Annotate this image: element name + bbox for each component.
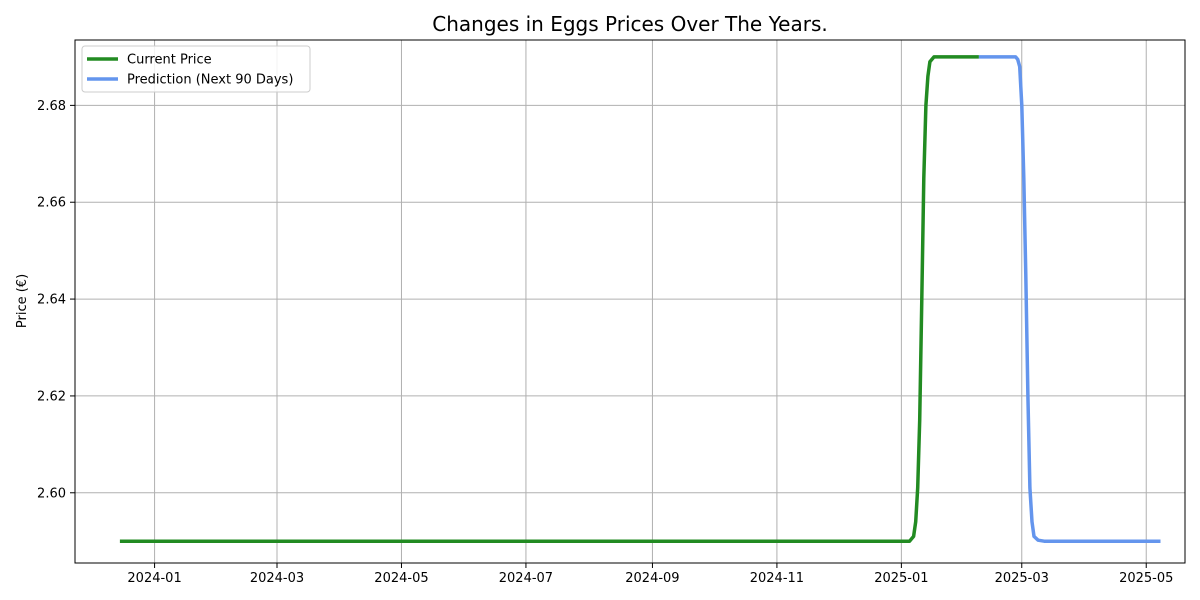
ticks: 2024-01 2024-03 2024-05 2024-07 2024-09 2024-… [37, 99, 1173, 586]
grid [75, 40, 1185, 563]
y-tick-label: 2.68 [37, 99, 66, 114]
legend-box [81, 45, 311, 93]
legend-label: Current Price [127, 53, 212, 68]
x-tick-label: 2025-05 [1119, 571, 1173, 586]
x-tick-label: 2024-09 [625, 571, 679, 586]
x-tick-label: 2024-03 [250, 571, 304, 586]
legend: Current Price Prediction (Next 90 Days) [81, 45, 311, 93]
y-tick-label: 2.62 [37, 389, 66, 404]
y-tick-label: 2.60 [37, 486, 66, 501]
x-tick-label: 2024-01 [127, 571, 181, 586]
x-tick-label: 2025-01 [874, 571, 928, 586]
y-tick-label: 2.66 [37, 196, 66, 211]
legend-label: Prediction (Next 90 Days) [127, 73, 293, 88]
y-axis-label: Price (€) [15, 274, 30, 328]
series-line-current-price [119, 55, 979, 543]
series-layer [119, 55, 1161, 543]
plot-frame [74, 39, 1186, 564]
x-tick-label: 2024-07 [499, 571, 553, 586]
y-tick-label: 2.64 [37, 293, 66, 308]
series-line-prediction [978, 55, 1161, 543]
x-tick-label: 2025-03 [995, 571, 1049, 586]
x-tick-label: 2024-11 [750, 571, 804, 586]
x-tick-label: 2024-05 [374, 571, 428, 586]
chart-title: Changes in Eggs Prices Over The Years. [432, 12, 827, 36]
